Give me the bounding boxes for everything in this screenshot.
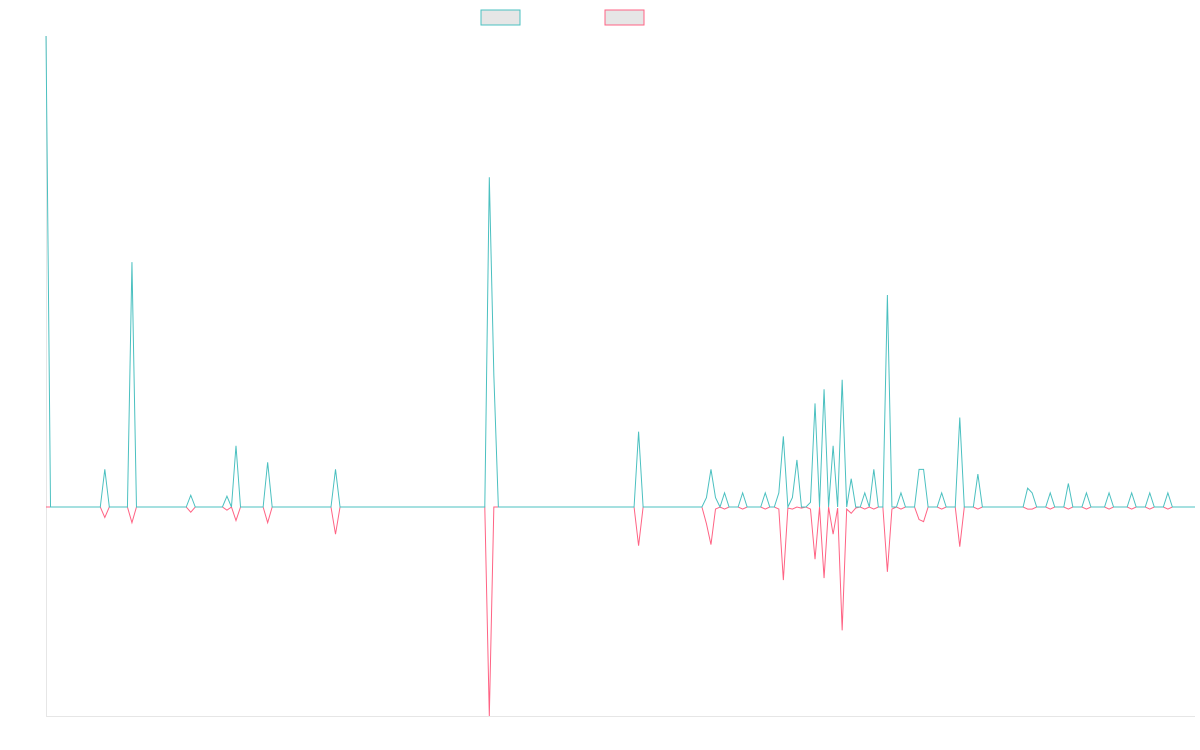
legend-swatch-series-2[interactable] bbox=[604, 9, 645, 26]
legend bbox=[480, 9, 645, 26]
series-2-line bbox=[46, 506, 1195, 717]
axes bbox=[46, 36, 1195, 717]
series-layer bbox=[45, 35, 1195, 717]
series-1-line bbox=[45, 35, 1195, 509]
legend-swatch-series-1[interactable] bbox=[480, 9, 521, 26]
